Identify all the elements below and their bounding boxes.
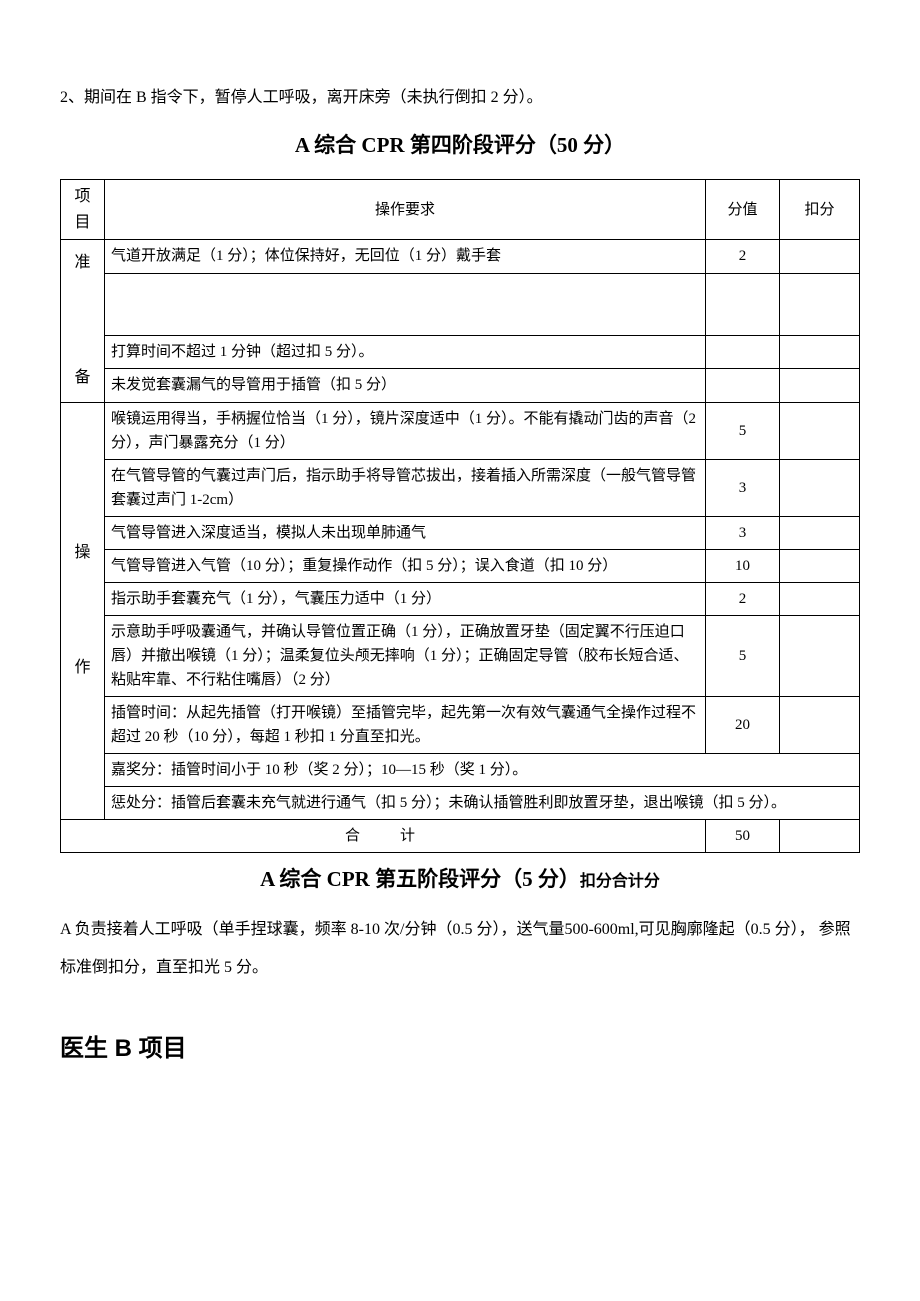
deduct-cell [780,696,860,753]
table-row: 操 作 喉镜运用得当，手柄握位恰当（1 分），镜片深度适中（1 分）。不能有撬动… [61,402,860,459]
score-cell: 10 [706,549,780,582]
table-row: 插管时间：从起先插管（打开喉镜）至插管完毕，起先第一次有效气囊通气全操作过程不超… [61,696,860,753]
table-row: 惩处分：插管后套囊未充气就进行通气（扣 5 分）；未确认插管胜利即放置牙垫，退出… [61,786,860,819]
total-deduct [780,819,860,852]
total-row: 合计 50 [61,819,860,852]
deduct-cell [780,402,860,459]
total-score: 50 [706,819,780,852]
stage5-body: A 负责接着人工呼吸（单手捏球囊，频率 8-10 次/分钟（0.5 分），送气量… [60,911,860,988]
req-cell: 气管导管进入深度适当，模拟人未出现单肺通气 [105,516,706,549]
req-cell: 指示助手套囊充气（1 分），气囊压力适中（1 分） [105,582,706,615]
score-cell [706,335,780,369]
score-cell: 5 [706,402,780,459]
deduct-cell [780,335,860,369]
category-op: 操 作 [61,402,105,819]
score-cell [706,273,780,335]
req-cell: 惩处分：插管后套囊未充气就进行通气（扣 5 分）；未确认插管胜利即放置牙垫，退出… [105,786,860,819]
deduct-cell [780,516,860,549]
header-category: 项目 [61,179,105,239]
header-score: 分值 [706,179,780,239]
deduct-cell [780,273,860,335]
table-row: 准 备 气道开放满足（1 分）；体位保持好，无回位（1 分）戴手套 2 [61,240,860,274]
stage5-main: A 综合 CPR 第五阶段评分（5 分） [260,867,580,891]
header-requirement: 操作要求 [105,179,706,239]
score-cell: 5 [706,615,780,696]
score-cell: 3 [706,516,780,549]
req-cell [105,273,706,335]
stage5-title: A 综合 CPR 第五阶段评分（5 分）扣分合计分 [60,863,860,893]
req-cell: 未发觉套囊漏气的导管用于插管（扣 5 分） [105,369,706,403]
score-cell: 2 [706,240,780,274]
stage5-sub: 扣分合计分 [580,873,660,890]
score-cell: 20 [706,696,780,753]
deduct-cell [780,582,860,615]
req-cell: 示意助手呼吸囊通气，并确认导管位置正确（1 分），正确放置牙垫（固定翼不行压迫口… [105,615,706,696]
deduct-cell [780,615,860,696]
deduct-cell [780,459,860,516]
total-label: 合计 [61,819,706,852]
req-cell: 嘉奖分：插管时间小于 10 秒（奖 2 分）；10—15 秒（奖 1 分）。 [105,753,860,786]
deduct-cell [780,369,860,403]
score-cell: 2 [706,582,780,615]
table-row: 气管导管进入气管（10 分）；重复操作动作（扣 5 分）；误入食道（扣 10 分… [61,549,860,582]
req-cell: 气道开放满足（1 分）；体位保持好，无回位（1 分）戴手套 [105,240,706,274]
category-prep: 准 备 [61,240,105,403]
score-cell [706,369,780,403]
header-row: 项目 操作要求 分值 扣分 [61,179,860,239]
table-row: 示意助手呼吸囊通气，并确认导管位置正确（1 分），正确放置牙垫（固定翼不行压迫口… [61,615,860,696]
deduct-cell [780,240,860,274]
section-b-heading: 医生 B 项目 [60,1028,860,1063]
req-cell: 气管导管进入气管（10 分）；重复操作动作（扣 5 分）；误入食道（扣 10 分… [105,549,706,582]
table-row: 未发觉套囊漏气的导管用于插管（扣 5 分） [61,369,860,403]
scoring-table: 项目 操作要求 分值 扣分 准 备 气道开放满足（1 分）；体位保持好，无回位（… [60,179,860,853]
score-cell: 3 [706,459,780,516]
header-deduct: 扣分 [780,179,860,239]
table-row [61,273,860,335]
table-title: A 综合 CPR 第四阶段评分（50 分） [60,127,860,165]
req-cell: 插管时间：从起先插管（打开喉镜）至插管完毕，起先第一次有效气囊通气全操作过程不超… [105,696,706,753]
table-row: 嘉奖分：插管时间小于 10 秒（奖 2 分）；10—15 秒（奖 1 分）。 [61,753,860,786]
req-cell: 在气管导管的气囊过声门后，指示助手将导管芯拔出，接着插入所需深度（一般气管导管套… [105,459,706,516]
req-cell: 打算时间不超过 1 分钟（超过扣 5 分）。 [105,335,706,369]
req-cell: 喉镜运用得当，手柄握位恰当（1 分），镜片深度适中（1 分）。不能有撬动门齿的声… [105,402,706,459]
table-row: 指示助手套囊充气（1 分），气囊压力适中（1 分） 2 [61,582,860,615]
table-row: 打算时间不超过 1 分钟（超过扣 5 分）。 [61,335,860,369]
table-row: 在气管导管的气囊过声门后，指示助手将导管芯拔出，接着插入所需深度（一般气管导管套… [61,459,860,516]
deduct-cell [780,549,860,582]
table-row: 气管导管进入深度适当，模拟人未出现单肺通气 3 [61,516,860,549]
pre-paragraph: 2、期间在 B 指令下，暂停人工呼吸，离开床旁（未执行倒扣 2 分）。 [60,80,860,115]
